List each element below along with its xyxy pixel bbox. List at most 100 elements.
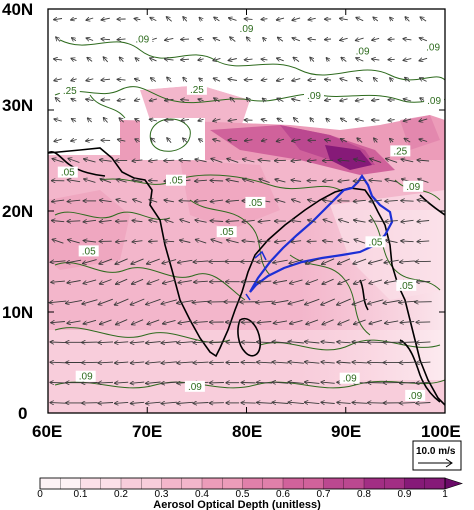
wind-vector xyxy=(292,199,301,203)
wind-vector xyxy=(369,319,383,324)
wind-vector xyxy=(86,99,94,100)
wind-vector xyxy=(291,220,302,221)
wind-vector xyxy=(401,241,414,242)
wind-vector xyxy=(86,18,94,20)
wind-vector xyxy=(354,279,366,284)
wind-vector xyxy=(373,17,379,22)
wind-vector xyxy=(403,39,412,40)
wind-vector xyxy=(338,319,350,325)
wind-vector xyxy=(401,201,414,202)
wind-vector xyxy=(195,180,207,181)
wind-vector xyxy=(151,138,156,143)
colorbar-swatch xyxy=(120,477,142,490)
wind-vector xyxy=(323,241,334,242)
wind-vector xyxy=(67,221,81,222)
wind-vector xyxy=(257,403,273,404)
contour-label: .09 xyxy=(427,96,441,107)
colorbar-tick-label: 0.9 xyxy=(398,489,412,500)
wind-vector xyxy=(161,342,177,343)
wind-vector xyxy=(161,382,177,383)
colorbar-tick-label: 0.2 xyxy=(114,489,128,500)
wind-vector xyxy=(385,281,399,283)
wind-vector xyxy=(262,140,268,142)
contour-label: .09 xyxy=(356,46,370,57)
wind-vector xyxy=(245,59,253,60)
wind-vector xyxy=(167,77,172,83)
wind-vector xyxy=(179,160,191,161)
wind-vector xyxy=(72,119,77,122)
wind-vector xyxy=(401,220,414,222)
wind-vector xyxy=(115,298,129,305)
wind-vector xyxy=(420,17,427,22)
wind-vector xyxy=(54,79,62,81)
wind-vector xyxy=(384,259,399,263)
wind-vector xyxy=(404,139,411,143)
wind-vector xyxy=(228,59,237,61)
colorbar-tick-label: 0 xyxy=(37,489,43,500)
wind-vector xyxy=(258,160,271,161)
wind-vector xyxy=(354,220,366,222)
wind-vector xyxy=(86,140,94,141)
wind-vector xyxy=(419,119,428,121)
wind-vector xyxy=(199,18,202,21)
wind-vector xyxy=(68,159,80,163)
wind-vector xyxy=(193,261,209,262)
colorbar-tick-label: 1 xyxy=(442,489,448,500)
wind-vector xyxy=(308,160,317,161)
wind-vector xyxy=(369,180,382,181)
colorbar-tick-label: 0.3 xyxy=(155,489,169,500)
wind-vector xyxy=(356,58,364,62)
wind-vector xyxy=(178,321,192,323)
wind-vector xyxy=(52,200,65,202)
wind-vector xyxy=(310,57,314,62)
wind-vector xyxy=(352,298,368,304)
wind-vector xyxy=(400,342,416,343)
wind-vector xyxy=(132,319,144,325)
wind-vector xyxy=(399,301,416,302)
wind-vector xyxy=(115,258,128,264)
wind-vector xyxy=(146,342,161,343)
wind-vector xyxy=(100,200,112,202)
wind-vector xyxy=(87,58,93,62)
wind-vector xyxy=(385,200,398,201)
wind-vector xyxy=(150,18,157,21)
contour-label-background xyxy=(59,84,80,96)
wind-vector xyxy=(115,402,129,403)
wind-vector xyxy=(177,402,193,403)
wind-vector xyxy=(199,78,203,81)
wind-vector xyxy=(192,301,210,302)
wind-vector xyxy=(357,138,363,143)
wind-vector xyxy=(257,362,273,363)
wind-vector xyxy=(228,79,237,81)
wind-vector xyxy=(230,37,236,42)
wind-vector xyxy=(292,140,301,142)
wind-vector xyxy=(385,321,399,323)
wind-vector xyxy=(115,382,129,383)
reference-vector-label: 10.0 m/s xyxy=(416,446,456,457)
wind-vector xyxy=(164,241,175,242)
wind-vector xyxy=(164,200,174,202)
contour-label-background xyxy=(184,380,205,392)
wind-vector xyxy=(291,241,302,242)
wind-vector xyxy=(419,58,428,60)
wind-vector xyxy=(98,298,113,304)
wind-vector xyxy=(181,100,190,101)
wind-vector xyxy=(292,38,301,41)
wind-vector xyxy=(386,159,398,163)
wind-vector xyxy=(352,342,368,343)
wind-vector xyxy=(183,138,188,143)
wind-vector xyxy=(229,18,237,21)
wind-vector xyxy=(258,220,271,221)
wind-vector xyxy=(50,342,66,343)
wind-vector xyxy=(211,200,224,202)
wind-vector xyxy=(259,179,270,184)
wind-vector xyxy=(305,402,320,403)
colorbar-swatches xyxy=(39,477,446,490)
wind-vector xyxy=(261,59,268,60)
wind-vector xyxy=(56,98,61,103)
wind-vector xyxy=(277,79,285,81)
wind-vector xyxy=(417,241,430,242)
wind-vector xyxy=(100,220,112,221)
wind-vector xyxy=(181,119,189,120)
wind-vector xyxy=(100,319,112,324)
